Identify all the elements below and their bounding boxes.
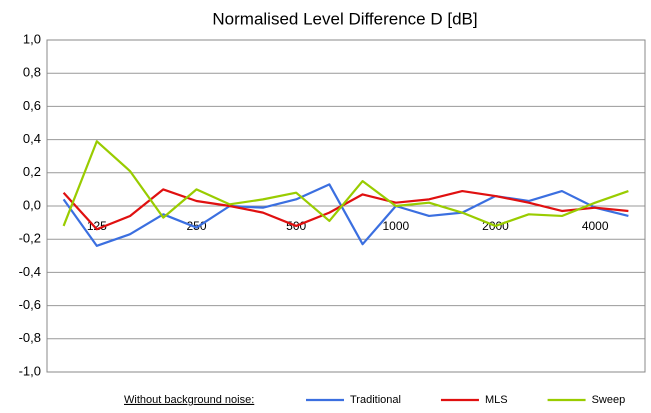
legend-label: Sweep bbox=[592, 394, 626, 406]
y-tick-label: 1,0 bbox=[23, 31, 41, 46]
legend-label: Traditional bbox=[350, 394, 401, 406]
legend-label: MLS bbox=[485, 394, 508, 406]
y-tick-label: 0,8 bbox=[23, 65, 41, 80]
chart-title: Normalised Level Difference D [dB] bbox=[212, 9, 477, 28]
series-line bbox=[62, 188, 629, 231]
series-line bbox=[62, 183, 629, 247]
x-tick-label: 4000 bbox=[582, 219, 609, 233]
y-tick-label: -0,4 bbox=[19, 264, 41, 279]
x-tick-label: 1000 bbox=[382, 219, 409, 233]
y-tick-label: -0,6 bbox=[19, 297, 41, 312]
y-tick-label: 0,4 bbox=[23, 131, 41, 146]
y-tick-label: -0,8 bbox=[19, 330, 41, 345]
y-tick-label: -1,0 bbox=[19, 363, 41, 378]
y-tick-label: 0,0 bbox=[23, 197, 41, 212]
y-tick-label: 0,2 bbox=[23, 164, 41, 179]
series-line bbox=[62, 140, 629, 228]
y-tick-label: 0,6 bbox=[23, 98, 41, 113]
y-tick-label: -0,2 bbox=[19, 231, 41, 246]
legend-title: Without background noise: bbox=[124, 394, 254, 406]
plot-border bbox=[46, 39, 646, 373]
